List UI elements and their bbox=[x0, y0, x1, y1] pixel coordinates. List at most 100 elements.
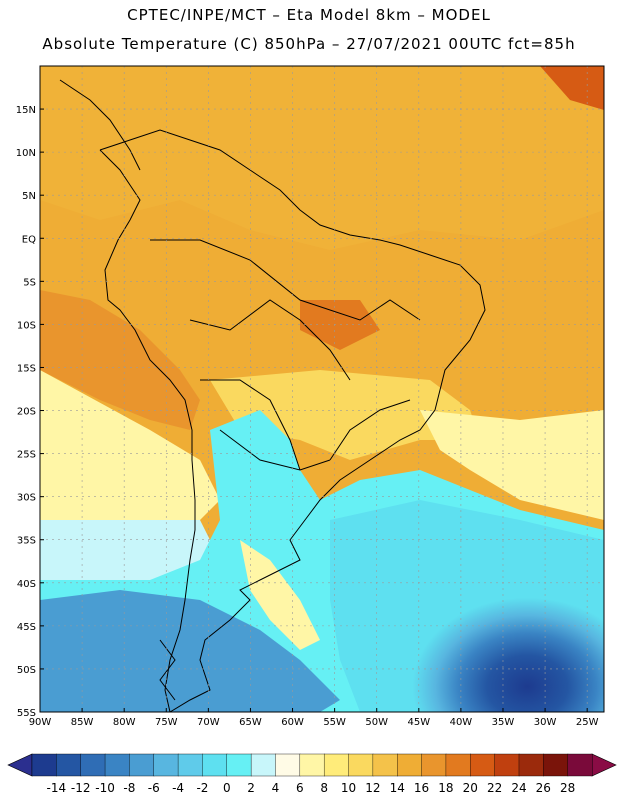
lon-tick-label: 50W bbox=[365, 717, 388, 728]
lon-tick-label: 30W bbox=[534, 717, 557, 728]
chart-title-line-1: CPTEC/INPE/MCT – Eta Model 8km – MODEL bbox=[127, 6, 491, 24]
colorbar-label: -12 bbox=[71, 781, 91, 795]
colorbar-label: -2 bbox=[196, 781, 208, 795]
colorbar-segment bbox=[31, 753, 57, 777]
lon-tick-label: 35W bbox=[492, 717, 515, 728]
central-america bbox=[59, 79, 141, 171]
mild-pacific bbox=[40, 370, 220, 520]
colorbar-label: 0 bbox=[223, 781, 231, 795]
colorbar-segment bbox=[153, 753, 179, 777]
lat-tick-label: 5N bbox=[22, 191, 36, 202]
lon-tick-label: 65W bbox=[239, 717, 262, 728]
hot-spot-northeast bbox=[540, 66, 604, 110]
lat-tick-label: 55S bbox=[17, 708, 36, 719]
colorbar-segment bbox=[202, 753, 228, 777]
lon-tick-label: 60W bbox=[281, 717, 304, 728]
colorbar-label: 24 bbox=[511, 781, 526, 795]
map-grid bbox=[40, 66, 604, 712]
colorbar-labels: -14 -12 -10 -8 -6 -4 -2 0 2 4 6 8 10 12 14 16 18 20 22 24 26… bbox=[47, 781, 576, 795]
lon-tick-label: 25W bbox=[576, 717, 599, 728]
colorbar-segment bbox=[470, 753, 496, 777]
lon-tick-label: 45W bbox=[407, 717, 430, 728]
temperature-field bbox=[40, 66, 604, 712]
colorbar-label: 4 bbox=[272, 781, 280, 795]
chile-fjords bbox=[159, 639, 176, 701]
lon-tick-label: 85W bbox=[71, 717, 94, 728]
lat-tick-label: 20S bbox=[17, 407, 36, 418]
lat-tick-label: 35S bbox=[17, 536, 36, 547]
colorbar-label: -10 bbox=[95, 781, 115, 795]
colorbar-label: 2 bbox=[247, 781, 255, 795]
lon-tick-label: 70W bbox=[197, 717, 220, 728]
colorbar-label: 28 bbox=[560, 781, 575, 795]
latitude-labels: 15N 10N 5N EQ 5S 10S 15S 20S 25S 30S 35S 40S 45S 50S 5… bbox=[16, 105, 44, 719]
border-argentina bbox=[219, 429, 331, 471]
lat-tick-label: 30S bbox=[17, 493, 36, 504]
warm-pacific-west bbox=[40, 290, 200, 430]
colorbar-label: 26 bbox=[536, 781, 551, 795]
colorbar-label: 14 bbox=[390, 781, 405, 795]
colorbar-segment bbox=[104, 753, 130, 777]
lon-tick-label: 80W bbox=[113, 717, 136, 728]
colorbar-label: 6 bbox=[296, 781, 304, 795]
map-frame bbox=[39, 65, 605, 713]
tropical-band bbox=[40, 66, 604, 250]
colorbar-segment bbox=[567, 753, 593, 777]
lat-tick-label: 5S bbox=[23, 277, 36, 288]
colorbar-segment bbox=[250, 753, 277, 777]
colorbar bbox=[7, 753, 617, 777]
colorbar-label: 12 bbox=[365, 781, 380, 795]
lon-tick-label: 40W bbox=[450, 717, 473, 728]
lat-tick-label: EQ bbox=[22, 234, 36, 245]
colorbar-segment bbox=[397, 753, 423, 777]
mild-atlantic bbox=[420, 410, 604, 520]
mild-central bbox=[210, 370, 480, 460]
atlantic-coast bbox=[99, 129, 486, 712]
border-bolivia bbox=[189, 299, 351, 381]
lon-tick-label: 75W bbox=[155, 717, 178, 728]
border-brazil-south bbox=[329, 399, 411, 461]
colorbar-segment bbox=[543, 753, 569, 777]
cool-pacific bbox=[40, 520, 220, 580]
colorbar-label: 10 bbox=[341, 781, 356, 795]
colorbar-label: 22 bbox=[487, 781, 502, 795]
chart-title-line-2: Absolute Temperature (C) 850hPa – 27/07/… bbox=[42, 35, 576, 53]
colorbar-segment bbox=[80, 753, 106, 777]
colorbar-segment bbox=[56, 753, 82, 777]
colorbar-high-arrow bbox=[591, 753, 617, 777]
border-amazon bbox=[150, 239, 421, 321]
lat-tick-label: 25S bbox=[17, 450, 36, 461]
colorbar-label: -6 bbox=[148, 781, 160, 795]
colorbar-segment bbox=[299, 753, 325, 777]
colorbar-low-arrow bbox=[7, 753, 33, 777]
colorbar-label: 16 bbox=[414, 781, 429, 795]
colorbar-segment bbox=[177, 753, 204, 777]
colorbar-segment bbox=[348, 753, 374, 777]
colorbar-label: -14 bbox=[47, 781, 67, 795]
lat-tick-label: 10S bbox=[17, 320, 36, 331]
coastlines bbox=[59, 79, 486, 712]
border-paraguay bbox=[200, 379, 301, 471]
colorbar-segment bbox=[518, 753, 544, 777]
colorbar-label: 20 bbox=[463, 781, 478, 795]
colorbar-label: 8 bbox=[320, 781, 328, 795]
colorbar-segment bbox=[323, 753, 350, 777]
lon-tick-label: 55W bbox=[323, 717, 346, 728]
cold-core bbox=[330, 500, 604, 712]
colorbar-segment bbox=[421, 753, 447, 777]
lat-tick-label: 15S bbox=[17, 363, 36, 374]
colorbar-segment bbox=[226, 753, 252, 777]
colorbar-label: 18 bbox=[438, 781, 453, 795]
lat-tick-label: 40S bbox=[17, 579, 36, 590]
colorbar-segment bbox=[275, 753, 301, 777]
colorbar-segment bbox=[372, 753, 398, 777]
lat-tick-label: 50S bbox=[17, 665, 36, 676]
warm-amazon bbox=[300, 300, 380, 350]
longitude-labels: 90W 85W 80W 75W 70W 65W 60W 55W 50W 45W 40W 35W 30W 2… bbox=[29, 708, 599, 728]
cold-southwest bbox=[40, 590, 340, 712]
colorbar-segment bbox=[494, 753, 520, 777]
colorbar-segment bbox=[445, 753, 471, 777]
colorbar-label: -8 bbox=[123, 781, 135, 795]
lat-tick-label: 15N bbox=[16, 105, 36, 116]
